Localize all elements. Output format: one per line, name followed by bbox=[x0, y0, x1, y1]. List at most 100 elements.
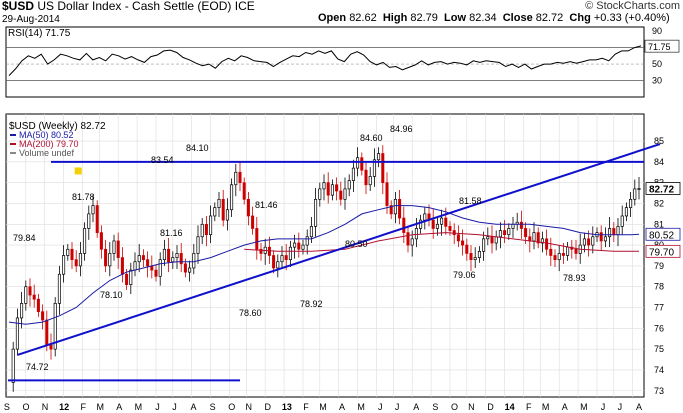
stockcharts-watermark: © StockCharts.com bbox=[585, 0, 680, 12]
candle-body bbox=[603, 236, 607, 242]
candle-body bbox=[272, 255, 276, 269]
candle-body bbox=[574, 248, 578, 254]
candle-body bbox=[360, 157, 364, 171]
time-axis-label: N bbox=[245, 402, 252, 412]
ma50-line bbox=[8, 205, 640, 325]
candle-body bbox=[519, 221, 523, 229]
candle-body bbox=[414, 228, 418, 240]
candle-body bbox=[465, 244, 469, 254]
candle-body bbox=[146, 259, 150, 267]
candle-body bbox=[154, 269, 158, 277]
candle-body bbox=[179, 253, 183, 265]
time-axis-label: O bbox=[22, 402, 29, 412]
candle-body bbox=[284, 255, 288, 261]
candle-body bbox=[175, 253, 179, 258]
candle-body bbox=[276, 261, 280, 269]
price-panel: 7374757677787980818283848579.8474.7281.7… bbox=[5, 113, 681, 398]
candle-body bbox=[322, 182, 326, 190]
price-tick-label: 78 bbox=[654, 282, 664, 292]
candle-body bbox=[238, 171, 242, 184]
candle-body bbox=[637, 188, 641, 190]
candle-body bbox=[171, 257, 175, 263]
candle-body bbox=[120, 257, 124, 275]
candle-body bbox=[108, 253, 112, 267]
price-axis-badge-label: 82.72 bbox=[649, 184, 674, 195]
quote-high: High 82.79 bbox=[382, 12, 438, 24]
time-axis-label: S bbox=[210, 402, 216, 412]
time-axis-label: 12 bbox=[59, 402, 69, 412]
candle-body bbox=[377, 153, 381, 161]
candle-body bbox=[330, 184, 334, 196]
candle-body bbox=[456, 234, 460, 242]
candle-body bbox=[70, 248, 74, 261]
price-axis-badge bbox=[645, 227, 681, 241]
time-axis-label: J bbox=[378, 402, 383, 412]
candle-body bbox=[141, 255, 145, 261]
candle-body bbox=[288, 246, 292, 261]
price-annotation: 84.96 bbox=[390, 124, 413, 134]
time-axis-label: M bbox=[135, 402, 143, 412]
price-annotation: 81.78 bbox=[72, 192, 95, 202]
candle-body bbox=[83, 228, 87, 254]
candle-body bbox=[162, 248, 166, 261]
time-axis-label: N bbox=[42, 402, 49, 412]
candle-body bbox=[221, 198, 225, 221]
price-annotation: 83.54 bbox=[151, 155, 174, 165]
price-tick-label: 75 bbox=[654, 344, 664, 354]
time-axis-label: A bbox=[562, 402, 568, 412]
candle-body bbox=[368, 176, 372, 186]
price-annotation: 84.60 bbox=[360, 133, 383, 143]
candle-body bbox=[507, 228, 511, 236]
candle-body bbox=[11, 348, 15, 383]
time-axis-label: J bbox=[601, 402, 606, 412]
candle-body bbox=[251, 215, 255, 229]
time-axis-label: D bbox=[265, 402, 272, 412]
candle-body bbox=[473, 257, 477, 261]
candle-body bbox=[45, 319, 49, 346]
price-axis-badge-label: 79.70 bbox=[649, 247, 674, 258]
candle-body bbox=[301, 244, 305, 250]
time-axis-label: M bbox=[580, 402, 588, 412]
price-tick-label: 82 bbox=[654, 198, 664, 208]
price-annotation: 81.16 bbox=[160, 228, 183, 238]
legend-entry: MA(50) 80.52 bbox=[19, 130, 74, 140]
candle-body bbox=[528, 236, 532, 242]
candle-body bbox=[339, 190, 343, 200]
candle-body bbox=[28, 286, 32, 296]
quote-summary: Open 82.62 High 82.79 Low 82.34 Close 82… bbox=[318, 12, 670, 24]
candle-body bbox=[335, 184, 339, 192]
candle-body bbox=[188, 267, 192, 273]
candle-body bbox=[364, 169, 368, 186]
price-tick-label: 85 bbox=[654, 136, 664, 146]
price-annotation: 78.60 bbox=[239, 308, 262, 318]
candle-body bbox=[406, 232, 410, 246]
candle-body bbox=[393, 198, 397, 215]
time-axis-label: F bbox=[303, 402, 309, 412]
time-axis: S O N 12 F M A M J J A S O N D 13 F M A M J J A S O N D 14 F M A M J J A bbox=[4, 402, 642, 412]
candle-body bbox=[419, 219, 423, 229]
candle-body bbox=[95, 205, 99, 233]
candle-body bbox=[444, 217, 448, 227]
candle-body bbox=[599, 232, 603, 242]
highlight-marker bbox=[74, 167, 82, 175]
candle-body bbox=[242, 182, 246, 200]
candle-body bbox=[255, 228, 259, 250]
time-axis-label: O bbox=[228, 402, 235, 412]
price-annotation: 81.46 bbox=[255, 200, 278, 210]
candle-body bbox=[305, 236, 309, 246]
candle-body bbox=[490, 236, 494, 244]
time-axis-label: F bbox=[80, 402, 86, 412]
candle-body bbox=[431, 219, 435, 229]
candle-body bbox=[616, 226, 620, 236]
candle-body bbox=[158, 259, 162, 277]
price-title: $USD (Weekly) 82.72 bbox=[9, 121, 106, 132]
candle-body bbox=[620, 215, 624, 227]
price-annotation: 74.72 bbox=[26, 362, 49, 372]
candle-body bbox=[624, 207, 628, 217]
candle-body bbox=[557, 253, 561, 261]
candle-body bbox=[116, 240, 120, 258]
time-axis-label: 13 bbox=[282, 402, 292, 412]
symbol-ticker: $USD bbox=[2, 0, 35, 13]
candle-body bbox=[561, 253, 565, 256]
